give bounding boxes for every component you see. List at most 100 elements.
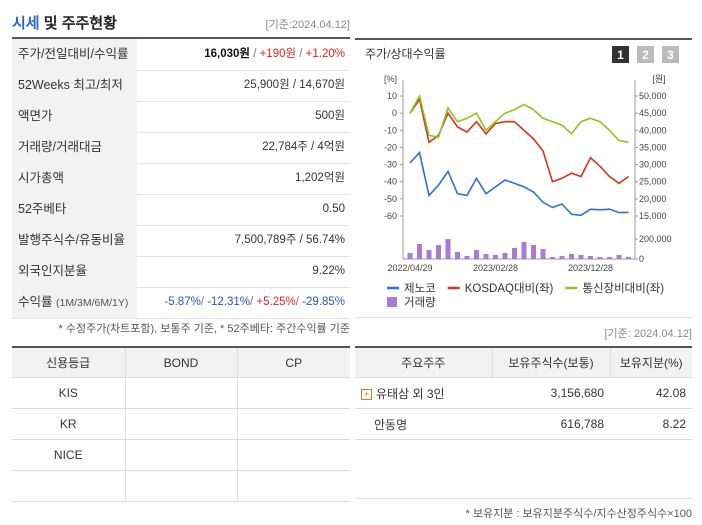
legend-label: 제노코 (404, 282, 436, 295)
value-part: / (250, 48, 260, 60)
value-part: 7,500,789주 / 56.74% (234, 234, 345, 246)
volume-bar (417, 244, 422, 259)
y2-tick-label: 25,000 (639, 177, 667, 187)
volume-bar (426, 250, 432, 259)
row-value: 16,030원 / +190원 / +1.20% (204, 39, 345, 70)
series-line (409, 93, 629, 144)
y2-tick-label: 50,000 (639, 91, 667, 101)
y-tick-label: -30 (384, 160, 397, 170)
expand-icon[interactable]: + (361, 388, 372, 400)
value-part: 25,900원 / 14,670원 (243, 79, 345, 91)
value-part: -12.31% (207, 296, 251, 308)
row-value: 9.22% (312, 256, 345, 287)
volume-bar (436, 245, 441, 259)
volume-bar (569, 254, 574, 259)
value-part: / (295, 296, 303, 308)
holder-name: 안동명 (355, 408, 492, 440)
header-cell: BOND (124, 346, 238, 378)
row-value: 1,202억원 (295, 163, 345, 194)
value-part: +190원 (259, 48, 297, 60)
label-sub: (1M/3M/6M/1Y) (56, 297, 129, 309)
y2-tick-label: 20,000 (639, 194, 667, 204)
title-a: 시세 (12, 15, 40, 32)
summary-row: 주가/전일대비/수익률 16,030원 / +190원 / +1.20% (12, 39, 350, 71)
series-line (409, 150, 629, 217)
volume-bar (512, 248, 517, 259)
row-value: -5.87%/ -12.31%/ +5.25%/ -29.85% (164, 287, 345, 318)
legend-label: 통신장비대비(좌) (582, 282, 664, 295)
y2-unit: [원] (652, 74, 665, 84)
label-text: 거래량/거래대금 (18, 140, 102, 154)
volume-bar (493, 255, 498, 259)
volume-bar (588, 256, 593, 259)
value-part: 16,030원 (204, 48, 250, 60)
tab-button[interactable] (612, 46, 629, 63)
volume-bar (616, 255, 622, 259)
holder-shares: 616,788 (492, 408, 610, 440)
volume-bar (483, 254, 489, 259)
y-tick-label: 10 (387, 91, 397, 101)
value-part: +5.25% (256, 296, 296, 308)
summary-row: 발행주식수/유동비율 7,500,789주 / 56.74% (12, 225, 350, 257)
volume-bar (540, 249, 546, 259)
header-cell: 보유지분(%) (609, 346, 692, 378)
title-b: 및 주주현황 (43, 15, 117, 32)
row-value: 25,900원 / 14,670원 (244, 70, 345, 101)
tab-label: 1 (617, 48, 624, 62)
summary-row: 외국인지분율 9.22% (12, 256, 350, 288)
label-text: 시가총액 (18, 171, 65, 185)
header-cell: 주요주주 (355, 346, 493, 378)
y-tick-label: 0 (392, 108, 397, 118)
volume-bar (445, 239, 451, 259)
row-label: 액면가 (12, 101, 137, 132)
summary-row: 수익률 (1M/3M/6M/1Y) -5.87%/ -12.31%/ +5.25%… (12, 287, 350, 319)
value-part: 22,784주 / 4억원 (262, 141, 345, 153)
holders-table: 주요주주 보유주식수(보통) 보유지분(%) + 유태삼 외 3인 3,156,680 4… (355, 346, 692, 499)
row-label: 발행주식수/유동비율 (12, 225, 137, 256)
volume-bar (521, 242, 527, 259)
label-text: 수익률 (18, 295, 53, 309)
volume-bar (578, 255, 584, 259)
summary-row: 거래량/거래대금 22,784주 / 4억원 (12, 132, 350, 164)
y-tick-label: -40 (384, 177, 397, 187)
label-text: 52주베타 (18, 202, 67, 216)
volume-bar (550, 257, 555, 259)
tab-button[interactable] (662, 46, 679, 63)
tab-button[interactable] (637, 46, 654, 63)
volume-bar (531, 245, 536, 259)
summary-row: 액면가 500원 (12, 101, 350, 133)
tab-label: 3 (667, 48, 674, 62)
y2-tick-label: 45,000 (639, 108, 667, 118)
value-part: 1,202억원 (295, 172, 345, 184)
y2-tick-label: 40,000 (639, 125, 667, 135)
row-value: 22,784주 / 4억원 (262, 132, 345, 163)
label-text: 액면가 (18, 109, 53, 123)
value-part: 500원 (315, 110, 345, 122)
label-text: 외국인지분율 (18, 264, 88, 278)
x-tick-label: 2023/12/28 (568, 263, 613, 273)
holder-ratio: 8.22 (610, 408, 692, 440)
chart-panel: 주가/상대수익률 1 2 3 [%] [원] 10 0 -10 -20 -30 -40 -50 -60 50… (355, 38, 692, 318)
y-tick-label: -50 (384, 194, 397, 204)
volume-bar (607, 257, 612, 259)
row-label: 시가총액 (12, 163, 137, 194)
agency: KIS (12, 377, 126, 409)
volume-bar (407, 253, 413, 259)
volume-bar (464, 256, 470, 259)
value-part: / (250, 296, 257, 308)
value-part: +1.20% (305, 48, 345, 60)
chart-title: 주가/상대수익률 (365, 47, 446, 61)
holder-name: 유태삼 외 3인 (376, 386, 445, 401)
holder-ratio: 42.08 (610, 377, 692, 409)
row-label: 52주베타 (12, 194, 137, 225)
summary-row: 시가총액 1,202억원 (12, 163, 350, 195)
row-label: 주가/전일대비/수익률 (12, 39, 137, 70)
row-value: 7,500,789주 / 56.74% (235, 225, 345, 256)
header-cell: 보유주식수(보통) (491, 346, 611, 378)
y2-tick-label: 200,000 (639, 234, 672, 244)
section-title: 시세 및 주주현황 (12, 12, 117, 33)
table-top (12, 37, 350, 39)
y-tick-label: -60 (384, 211, 397, 221)
value-part: / (296, 48, 306, 60)
y2-tick-label: 35,000 (639, 142, 667, 152)
